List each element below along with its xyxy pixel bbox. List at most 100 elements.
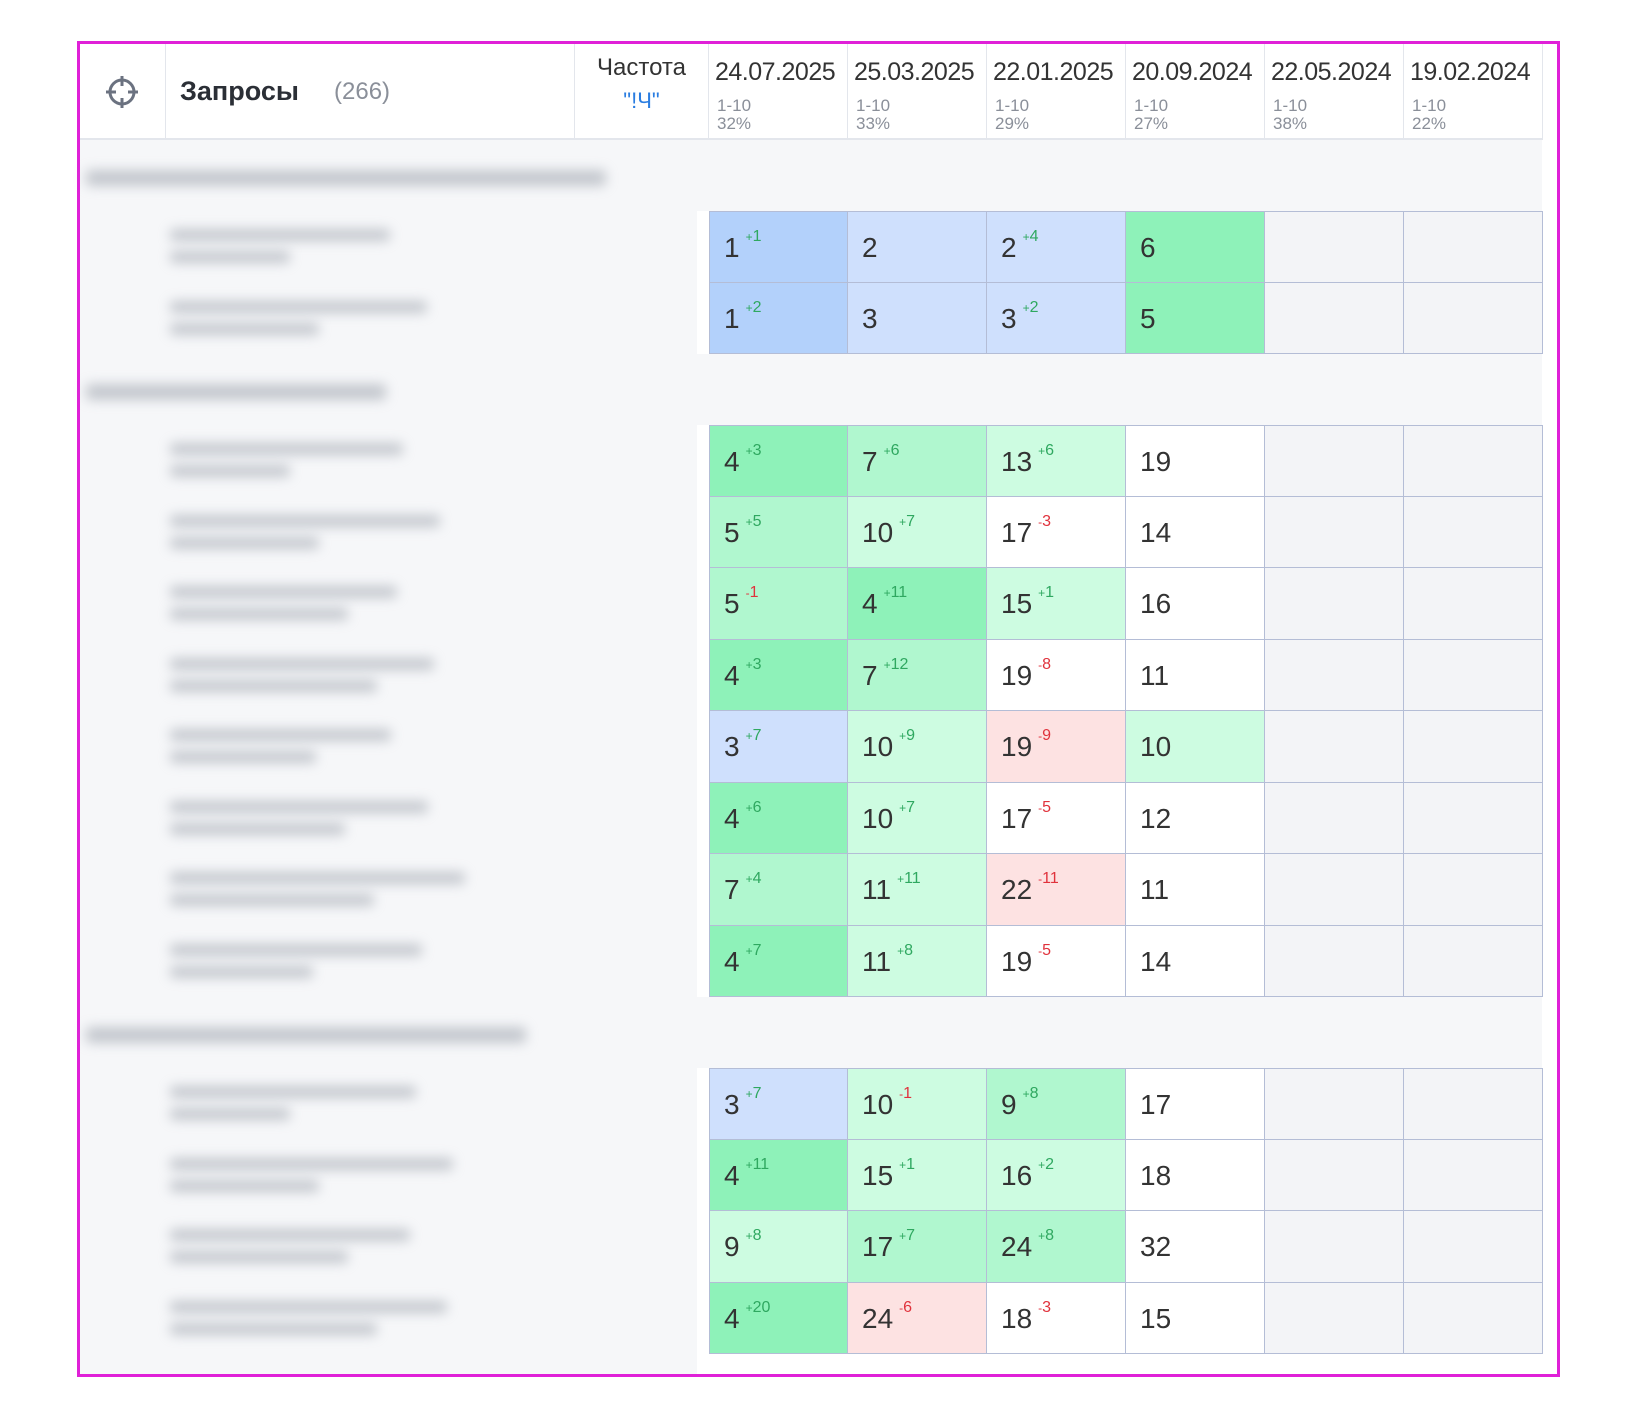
- position-cell[interactable]: 4 +11: [709, 1139, 848, 1211]
- position-cell[interactable]: 19: [1126, 425, 1265, 497]
- column-date: 24.07.2025: [715, 58, 836, 86]
- empty-position-cell[interactable]: [1265, 1068, 1404, 1140]
- frequency-column-header[interactable]: Частота "!Ч": [575, 44, 709, 140]
- empty-position-cell[interactable]: [1265, 568, 1404, 640]
- empty-position-cell[interactable]: [1265, 782, 1404, 854]
- position-cell[interactable]: 17 +7: [848, 1211, 987, 1283]
- date-column-header[interactable]: 22.05.2024 1-10 38%: [1265, 44, 1404, 140]
- position-cell[interactable]: 9 +8: [987, 1068, 1126, 1140]
- crosshair-icon[interactable]: [104, 74, 140, 110]
- empty-position-cell[interactable]: [1265, 1211, 1404, 1283]
- position-cell[interactable]: 16: [1126, 568, 1265, 640]
- empty-position-cell[interactable]: [1265, 496, 1404, 568]
- position-cell[interactable]: 17 -3: [987, 496, 1126, 568]
- empty-position-cell[interactable]: [1404, 925, 1543, 997]
- position-cell[interactable]: 19 -5: [987, 925, 1126, 997]
- empty-position-cell[interactable]: [1265, 211, 1404, 283]
- position-value: 4 +3: [724, 442, 762, 478]
- date-column-header[interactable]: 19.02.2024 1-10 22%: [1404, 44, 1543, 140]
- position-cell[interactable]: 17 -5: [987, 782, 1126, 854]
- empty-position-cell[interactable]: [1265, 1282, 1404, 1354]
- position-cell[interactable]: 12: [1126, 782, 1265, 854]
- empty-position-cell[interactable]: [1404, 782, 1543, 854]
- empty-position-cell[interactable]: [1404, 211, 1543, 283]
- empty-position-cell[interactable]: [1404, 711, 1543, 783]
- position-cell[interactable]: 4 +3: [709, 639, 848, 711]
- position-cell[interactable]: 16 +2: [987, 1139, 1126, 1211]
- position-cell[interactable]: 3: [848, 282, 987, 354]
- position-cell[interactable]: 1 +2: [709, 282, 848, 354]
- position-cell[interactable]: 4 +7: [709, 925, 848, 997]
- position-cell[interactable]: 19 -9: [987, 711, 1126, 783]
- position-cell[interactable]: 2: [848, 211, 987, 283]
- position-cell[interactable]: 5 +5: [709, 496, 848, 568]
- position-cell[interactable]: 3 +2: [987, 282, 1126, 354]
- position-cell[interactable]: 24 +8: [987, 1211, 1126, 1283]
- position-cell[interactable]: 3 +7: [709, 711, 848, 783]
- empty-position-cell[interactable]: [1265, 925, 1404, 997]
- position-cell[interactable]: 15 +1: [987, 568, 1126, 640]
- empty-position-cell[interactable]: [1404, 568, 1543, 640]
- position-cell[interactable]: 4 +20: [709, 1282, 848, 1354]
- empty-position-cell[interactable]: [1404, 1282, 1543, 1354]
- position-value: 2 +4: [1001, 228, 1039, 264]
- position-cell[interactable]: 7 +4: [709, 854, 848, 926]
- position-cell[interactable]: 10 +7: [848, 782, 987, 854]
- position-cell[interactable]: 15 +1: [848, 1139, 987, 1211]
- position-cell[interactable]: 4 +6: [709, 782, 848, 854]
- position-cell[interactable]: 1 +1: [709, 211, 848, 283]
- column-range: 1-10: [717, 96, 752, 115]
- position-cell[interactable]: 10 +7: [848, 496, 987, 568]
- empty-position-cell[interactable]: [1404, 1068, 1543, 1140]
- position-cell[interactable]: 22 -11: [987, 854, 1126, 926]
- position-cell[interactable]: 18: [1126, 1139, 1265, 1211]
- queries-column-header[interactable]: Запросы (266): [166, 44, 575, 140]
- date-column-header[interactable]: 20.09.2024 1-10 27%: [1126, 44, 1265, 140]
- empty-position-cell[interactable]: [1404, 496, 1543, 568]
- position-cell[interactable]: 4 +11: [848, 568, 987, 640]
- query-text-blurred: [170, 1229, 410, 1241]
- position-cell[interactable]: 9 +8: [709, 1211, 848, 1283]
- position-cell[interactable]: 2 +4: [987, 211, 1126, 283]
- position-cell[interactable]: 15: [1126, 1282, 1265, 1354]
- empty-position-cell[interactable]: [1265, 1139, 1404, 1211]
- position-cell[interactable]: 14: [1126, 496, 1265, 568]
- date-column-header[interactable]: 25.03.2025 1-10 33%: [848, 44, 987, 140]
- position-cell[interactable]: 6: [1126, 211, 1265, 283]
- position-cell[interactable]: 11: [1126, 854, 1265, 926]
- empty-position-cell[interactable]: [1265, 425, 1404, 497]
- date-column-header[interactable]: 22.01.2025 1-10 29%: [987, 44, 1126, 140]
- position-cell[interactable]: 10 -1: [848, 1068, 987, 1140]
- empty-position-cell[interactable]: [1265, 854, 1404, 926]
- position-cell[interactable]: 3 +7: [709, 1068, 848, 1140]
- empty-position-cell[interactable]: [1404, 282, 1543, 354]
- position-cell[interactable]: 17: [1126, 1068, 1265, 1140]
- position-cell[interactable]: 11 +8: [848, 925, 987, 997]
- position-cell[interactable]: 14: [1126, 925, 1265, 997]
- empty-position-cell[interactable]: [1265, 282, 1404, 354]
- position-cell[interactable]: 19 -8: [987, 639, 1126, 711]
- empty-position-cell[interactable]: [1265, 639, 1404, 711]
- position-cell[interactable]: 10: [1126, 711, 1265, 783]
- position-cell[interactable]: 11 +11: [848, 854, 987, 926]
- date-column-header[interactable]: 24.07.2025 1-10 32%: [709, 44, 848, 140]
- empty-position-cell[interactable]: [1404, 854, 1543, 926]
- position-cell[interactable]: 4 +3: [709, 425, 848, 497]
- position-cell[interactable]: 32: [1126, 1211, 1265, 1283]
- position-cell[interactable]: 7 +6: [848, 425, 987, 497]
- position-cell[interactable]: 5 -1: [709, 568, 848, 640]
- frequency-value[interactable]: "!Ч": [623, 88, 660, 113]
- empty-position-cell[interactable]: [1404, 1139, 1543, 1211]
- empty-position-cell[interactable]: [1404, 425, 1543, 497]
- position-cell[interactable]: 13 +6: [987, 425, 1126, 497]
- position-cell[interactable]: 5: [1126, 282, 1265, 354]
- position-cell[interactable]: 11: [1126, 639, 1265, 711]
- empty-position-cell[interactable]: [1404, 1211, 1543, 1283]
- position-cell[interactable]: 7 +12: [848, 639, 987, 711]
- empty-position-cell[interactable]: [1265, 711, 1404, 783]
- position-cell[interactable]: 18 -3: [987, 1282, 1126, 1354]
- empty-position-cell[interactable]: [1404, 639, 1543, 711]
- position-value: 2: [862, 232, 878, 264]
- position-cell[interactable]: 24 -6: [848, 1282, 987, 1354]
- position-cell[interactable]: 10 +9: [848, 711, 987, 783]
